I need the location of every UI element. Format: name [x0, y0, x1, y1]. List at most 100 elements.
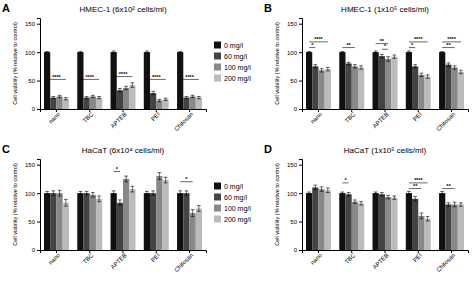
legend-item: 0 mg/l [214, 183, 244, 191]
legend-swatch [214, 64, 221, 71]
error-bar [426, 216, 430, 221]
bar [150, 93, 156, 109]
error-bar [158, 99, 162, 101]
bar-series [306, 52, 445, 109]
significance-label: **** [85, 74, 94, 80]
y-tick-mark [37, 24, 40, 25]
x-tick-label: Chitosan [435, 252, 456, 273]
panel-label: B [264, 2, 272, 14]
bar-series [325, 57, 464, 109]
legend-item: 60 mg/l [214, 194, 247, 202]
x-tick-label: Chitosan [173, 111, 194, 132]
error-bar [326, 188, 330, 193]
y-tick-label: 0 [32, 247, 36, 253]
x-tick: PEI [150, 250, 161, 263]
x-tick-label: PEI [150, 111, 161, 122]
error-bar [45, 52, 49, 53]
error-bar [58, 95, 62, 97]
significance-label: * [344, 177, 347, 183]
bar-series [56, 176, 195, 250]
x-tick-label: Chitosan [173, 252, 194, 273]
x-tick-label: nano [47, 252, 61, 266]
bar-series [63, 85, 202, 109]
significance-label: * [185, 176, 188, 182]
error-bar [151, 91, 155, 94]
bar [339, 52, 345, 109]
error-bar [158, 173, 162, 180]
significance-label: ** [413, 183, 418, 189]
error-bar [45, 191, 49, 194]
legend-swatch [214, 42, 221, 49]
bar [345, 64, 351, 110]
error-bar [307, 192, 311, 194]
significance-label: * [411, 42, 414, 48]
error-bar [191, 95, 195, 97]
bar [63, 99, 69, 109]
x-tick-label: nano [47, 111, 61, 125]
bar [325, 190, 331, 250]
y-tick-mark [37, 222, 40, 223]
significance-label: **** [152, 74, 161, 80]
error-bar [164, 177, 168, 183]
y-tick-mark [299, 193, 302, 194]
panel-label: C [2, 143, 10, 155]
error-bar [97, 96, 101, 98]
bar [50, 98, 56, 109]
bar [44, 52, 50, 109]
plot-area [306, 42, 464, 109]
x-tick-label: nano [309, 252, 323, 266]
error-bar [197, 206, 201, 212]
error-bar [359, 66, 363, 69]
bar [412, 66, 418, 109]
legend-item: 100 mg/l [214, 205, 251, 213]
bar [445, 205, 451, 251]
bar [144, 52, 150, 109]
y-tick: 0 [32, 106, 40, 112]
bar [425, 219, 431, 250]
y-tick-mark [299, 81, 302, 82]
bar-series [56, 88, 195, 109]
y-axis-line [37, 160, 41, 251]
bar [83, 98, 89, 109]
error-bar [392, 55, 396, 58]
bar [196, 98, 202, 109]
error-bar [426, 75, 430, 78]
error-bar [51, 96, 55, 98]
legend-label: 100 mg/l [224, 64, 251, 72]
significance-label: **** [414, 177, 423, 183]
y-tick-label: 150 [287, 21, 298, 27]
panel: 050100150nanoTBCAPTEBPEIChitosan********… [264, 2, 469, 132]
error-bar [58, 190, 62, 196]
y-tick-label: 50 [290, 219, 297, 225]
bar [177, 52, 183, 109]
error-bar [380, 54, 384, 57]
error-bar [118, 89, 122, 92]
y-tick-label: 50 [28, 219, 35, 225]
legend-label: 0 mg/l [224, 183, 244, 191]
title: HaCaT (1x10⁵ cells/ml) [344, 146, 427, 155]
x-tick: Chitosan [435, 109, 456, 132]
error-bar [185, 191, 189, 196]
bar [412, 199, 418, 250]
bar [379, 56, 385, 109]
bar [358, 203, 364, 250]
x-tick-label: APTEB [372, 252, 390, 270]
y-tick-label: 0 [294, 247, 298, 253]
error-bar [130, 83, 134, 88]
bar [77, 52, 83, 109]
error-bar [124, 86, 128, 89]
y-tick: 100 [287, 50, 302, 56]
bar [312, 187, 318, 250]
x-tick: APTEB [110, 109, 128, 129]
y-tick: 50 [28, 219, 40, 225]
significance-label: ** [446, 183, 451, 189]
error-bar [313, 65, 317, 68]
error-bar [85, 191, 89, 194]
legend-label: 60 mg/l [224, 53, 247, 61]
error-bar [118, 200, 122, 206]
y-tick-label: 100 [25, 191, 36, 197]
x-tick-label: PEI [150, 252, 161, 263]
y-tick-mark [37, 52, 40, 53]
title: HMEC-1 (1x10⁵ cells/ml) [341, 5, 429, 14]
y-tick-label: 100 [287, 50, 298, 56]
